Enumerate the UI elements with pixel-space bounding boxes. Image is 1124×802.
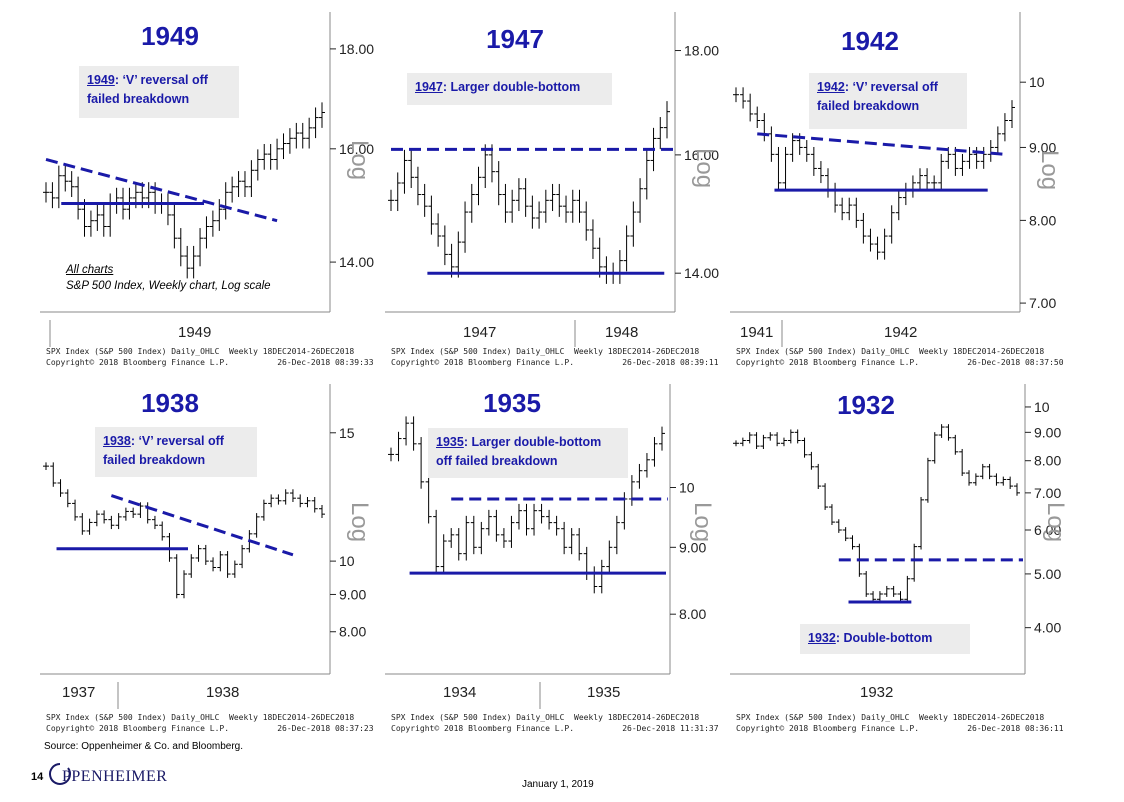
annotation-box: 1947: Larger double-bottom bbox=[407, 73, 612, 105]
page-number: 14 bbox=[31, 771, 44, 783]
annotation-box: 1949: ‘V’ reversal off failed breakdown bbox=[79, 66, 239, 118]
x-year-label: 1932 bbox=[860, 684, 894, 701]
y-tick-label: 6.00 bbox=[1034, 522, 1061, 538]
y-tick-label: 8.00 bbox=[679, 606, 706, 622]
y-tick-label: 10 bbox=[1029, 74, 1045, 90]
y-tick-label: 14.00 bbox=[339, 254, 374, 270]
bloomberg-footer: SPX Index (S&P 500 Index) Daily_OHLC Wee… bbox=[391, 347, 719, 367]
y-tick-label: 18.00 bbox=[339, 41, 374, 57]
trend-line bbox=[45, 158, 278, 223]
chart-title: 1942 bbox=[841, 26, 899, 56]
annotation-text: : ‘V’ reversal off failed breakdown bbox=[817, 80, 938, 113]
annotation-year: 1947 bbox=[415, 80, 443, 94]
annotation-text: : Double-bottom bbox=[835, 631, 933, 645]
chart-title: 1947 bbox=[486, 24, 544, 54]
log-axis-label: Log bbox=[691, 148, 718, 188]
annotation-text: : ‘V’ reversal off failed breakdown bbox=[103, 434, 224, 467]
annotation-box: 1938: ‘V’ reversal off failed breakdown bbox=[95, 427, 257, 477]
y-tick-label: 10 bbox=[1034, 399, 1050, 415]
y-tick-label: 9.00 bbox=[339, 586, 366, 602]
log-axis-label: Log bbox=[1042, 502, 1069, 542]
chart-svg-1949: 1949 18.00 16.00 14.00 Log bbox=[40, 12, 374, 347]
log-axis-label: Log bbox=[1036, 150, 1063, 190]
chart-svg-1942: 1942 10 9.00 8.00 7.00 Log bbox=[730, 12, 1063, 347]
y-tick-label: 8.00 bbox=[1034, 453, 1061, 469]
oppenheimer-logo: PPENHEIMER bbox=[49, 763, 167, 785]
chart-panel-1935: 1935 10 9.00 8.00 Log 1935: Larger double-bot… bbox=[385, 372, 730, 737]
x-year-label: 1935 bbox=[587, 684, 621, 701]
annotation-text: : Larger double-bottom off failed breakd… bbox=[436, 435, 602, 468]
x-year-label: 1947 bbox=[463, 324, 497, 341]
x-year-label: 1937 bbox=[62, 684, 96, 701]
annotation-box: 1942: ‘V’ reversal off failed breakdown bbox=[809, 73, 967, 129]
all-charts-subtitle: S&P 500 Index, Weekly chart, Log scale bbox=[66, 280, 271, 292]
chart-svg-1935: 1935 10 9.00 8.00 Log bbox=[385, 384, 716, 709]
annotation-text: : ‘V’ reversal off failed breakdown bbox=[87, 73, 208, 106]
x-year-label: 1948 bbox=[605, 324, 639, 341]
chart-svg-1938: 1938 15 10 9.00 8.00 Log bbox=[40, 384, 373, 709]
y-tick-label: 7.00 bbox=[1034, 485, 1061, 501]
trend-line bbox=[757, 132, 1006, 156]
annotation-year: 1938 bbox=[103, 434, 131, 448]
all-charts-note: All charts S&P 500 Index, Weekly chart, … bbox=[66, 262, 271, 294]
annotation-year: 1932 bbox=[808, 631, 836, 645]
y-tick-label: 8.00 bbox=[339, 624, 366, 640]
y-tick-label: 15 bbox=[339, 425, 355, 441]
y-tick-label: 7.00 bbox=[1029, 295, 1056, 311]
source-note: Source: Oppenheimer & Co. and Bloomberg. bbox=[44, 741, 243, 752]
chart-svg-1932: 1932 10 9.00 8.00 7.00 6.00 5.00 4.00 Log bbox=[730, 384, 1069, 675]
x-year-label: 1934 bbox=[443, 684, 477, 701]
chart-title: 1935 bbox=[483, 388, 541, 418]
y-tick-label: 16.00 bbox=[339, 141, 374, 157]
annotation-year: 1949 bbox=[87, 73, 115, 87]
y-tick-label: 9.00 bbox=[1029, 139, 1056, 155]
chart-svg-1947: 1947 18.00 16.00 14.00 Log bbox=[385, 12, 719, 347]
bloomberg-footer: SPX Index (S&P 500 Index) Daily_OHLC Wee… bbox=[736, 347, 1064, 367]
y-tick-label: 5.00 bbox=[1034, 566, 1061, 582]
bloomberg-footer: SPX Index (S&P 500 Index) Daily_OHLC Wee… bbox=[46, 713, 374, 733]
log-axis-label: Log bbox=[689, 502, 716, 542]
y-tick-label: 10 bbox=[679, 480, 695, 496]
report-date: January 1, 2019 bbox=[522, 779, 594, 790]
y-tick-label: 14.00 bbox=[684, 265, 719, 281]
x-year-label: 1941 bbox=[740, 324, 774, 341]
x-year-label: 1938 bbox=[206, 684, 240, 701]
x-year-label: 1942 bbox=[884, 324, 918, 341]
log-axis-label: Log bbox=[346, 140, 373, 180]
chart-title: 1932 bbox=[837, 390, 895, 420]
log-axis-label: Log bbox=[346, 502, 373, 542]
y-tick-label: 9.00 bbox=[1034, 424, 1061, 440]
chart-panel-1942: 1942 10 9.00 8.00 7.00 Log 1942: ‘V’ reversal … bbox=[730, 0, 1075, 372]
chart-title: 1949 bbox=[141, 21, 199, 51]
annotation-box: 1935: Larger double-bottom off failed br… bbox=[428, 428, 628, 478]
y-tick-label: 16.00 bbox=[684, 147, 719, 163]
annotation-text: : Larger double-bottom bbox=[442, 80, 581, 94]
x-year-label: 1949 bbox=[178, 324, 212, 341]
chart-panel-1932: 1932 10 9.00 8.00 7.00 6.00 5.00 4.00 Log 1932: D… bbox=[730, 372, 1075, 737]
annotation-year: 1942 bbox=[817, 80, 845, 94]
y-tick-label: 4.00 bbox=[1034, 620, 1061, 636]
annotation-box: 1932: Double-bottom bbox=[800, 624, 970, 654]
y-tick-label: 10 bbox=[339, 553, 355, 569]
trend-line bbox=[110, 494, 294, 557]
chart-panel-1949: 1949 18.00 16.00 14.00 Log 1949: ‘V’ reversal… bbox=[40, 0, 385, 372]
bloomberg-footer: SPX Index (S&P 500 Index) Daily_OHLC Wee… bbox=[391, 713, 719, 733]
all-charts-heading: All charts bbox=[66, 264, 114, 276]
chart-title: 1938 bbox=[141, 388, 199, 418]
bloomberg-footer: SPX Index (S&P 500 Index) Daily_OHLC Wee… bbox=[46, 347, 374, 367]
y-tick-label: 9.00 bbox=[679, 539, 706, 555]
y-tick-label: 18.00 bbox=[684, 43, 719, 59]
chart-panel-1947: 1947 18.00 16.00 14.00 Log 1947: Larger doubl… bbox=[385, 0, 730, 372]
y-tick-label: 8.00 bbox=[1029, 212, 1056, 228]
svg-text:PPENHEIMER: PPENHEIMER bbox=[62, 768, 167, 785]
chart-panel-1938: 1938 15 10 9.00 8.00 Log 1938: ‘V’ reversal of… bbox=[40, 372, 385, 737]
bloomberg-footer: SPX Index (S&P 500 Index) Daily_OHLC Wee… bbox=[736, 713, 1064, 733]
annotation-year: 1935 bbox=[436, 435, 464, 449]
